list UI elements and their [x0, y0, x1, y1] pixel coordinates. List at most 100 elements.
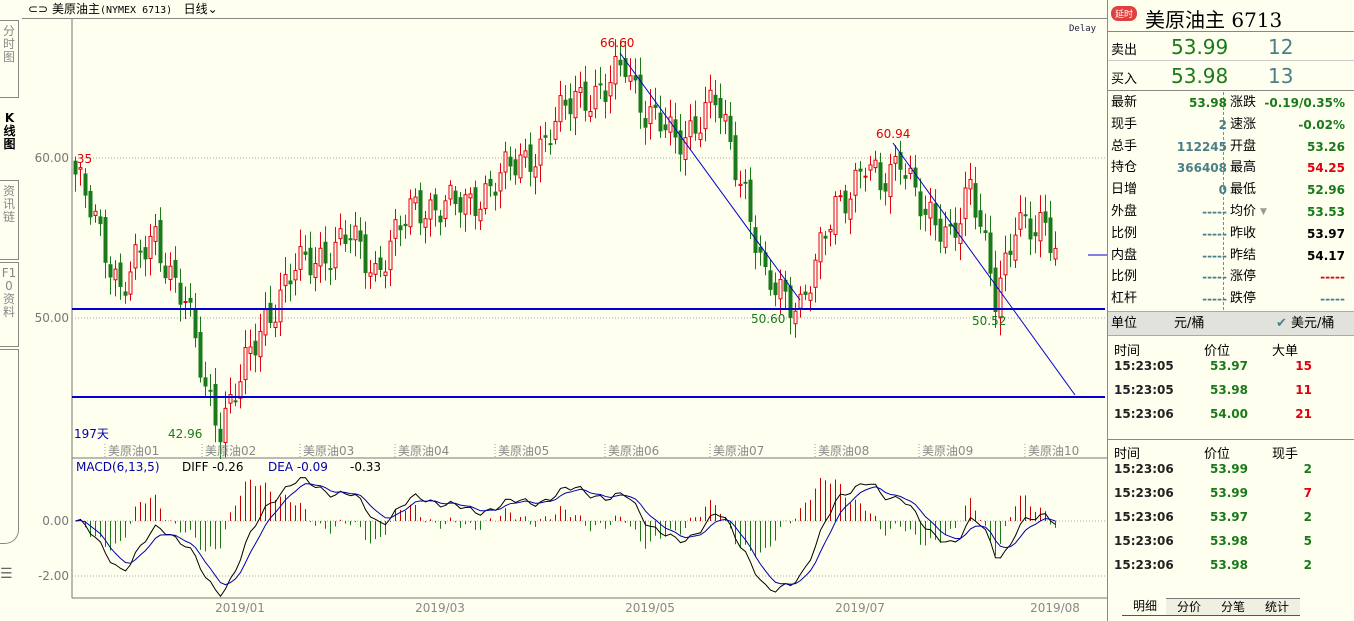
candle[interactable] — [328, 252, 333, 286]
candle[interactable] — [598, 66, 603, 99]
candle[interactable] — [353, 212, 358, 257]
candle[interactable] — [123, 281, 128, 304]
candle[interactable] — [693, 100, 698, 141]
candle[interactable] — [163, 252, 168, 284]
candle[interactable] — [973, 166, 978, 230]
candle[interactable] — [303, 235, 308, 261]
candle[interactable] — [443, 195, 448, 228]
candle[interactable] — [863, 167, 868, 192]
candle[interactable] — [193, 292, 198, 348]
candle[interactable] — [848, 192, 853, 235]
candle[interactable] — [338, 213, 343, 246]
candle[interactable] — [933, 189, 938, 241]
candle[interactable] — [343, 220, 348, 252]
candle[interactable] — [233, 383, 238, 407]
candle[interactable] — [188, 283, 193, 317]
candle[interactable] — [168, 252, 173, 291]
candle[interactable] — [418, 182, 423, 236]
candle[interactable] — [748, 167, 753, 239]
candle[interactable] — [678, 113, 683, 172]
candle[interactable] — [988, 215, 993, 287]
candle[interactable] — [138, 239, 143, 268]
candle[interactable] — [73, 156, 78, 192]
candle[interactable] — [1008, 233, 1013, 268]
candle[interactable] — [523, 138, 528, 168]
candle[interactable] — [533, 153, 538, 195]
candle[interactable] — [1053, 231, 1058, 266]
candle[interactable] — [873, 150, 878, 173]
candle[interactable] — [838, 189, 843, 202]
candle[interactable] — [518, 143, 523, 184]
candle[interactable] — [923, 195, 928, 232]
candle[interactable] — [708, 74, 713, 119]
candle[interactable] — [963, 171, 968, 237]
candle[interactable] — [263, 292, 268, 346]
bottom-tab[interactable]: 统计 — [1254, 598, 1300, 616]
candle[interactable] — [333, 226, 338, 280]
candle[interactable] — [768, 259, 773, 296]
candle[interactable] — [93, 204, 98, 223]
candle[interactable] — [1018, 195, 1023, 237]
candle[interactable] — [493, 182, 498, 211]
candle[interactable] — [468, 187, 473, 215]
kline-chart[interactable]: 60.00 50.00 0.00 -2.00 .35 Delay 66.60 6… — [0, 0, 1107, 621]
candle[interactable] — [143, 235, 148, 277]
candle[interactable] — [1033, 215, 1038, 254]
candle[interactable] — [473, 180, 478, 230]
bottom-tab[interactable]: 明细 — [1122, 598, 1168, 616]
candle[interactable] — [938, 204, 943, 254]
candle[interactable] — [563, 85, 568, 120]
candle[interactable] — [603, 73, 608, 119]
bottom-tab[interactable]: 分笔 — [1210, 598, 1256, 616]
candle[interactable] — [1048, 200, 1053, 261]
candle[interactable] — [723, 99, 728, 135]
bottom-tab[interactable]: 分价 — [1166, 598, 1212, 616]
candle[interactable] — [128, 261, 133, 301]
candle[interactable] — [503, 141, 508, 190]
candle[interactable] — [648, 89, 653, 140]
unit-option-usd[interactable]: ✔ 美元/桶 — [1276, 316, 1335, 331]
candle[interactable] — [373, 251, 378, 282]
candle[interactable] — [318, 232, 323, 283]
candle[interactable] — [453, 186, 458, 216]
candle[interactable] — [1038, 195, 1043, 258]
candle[interactable] — [183, 286, 188, 320]
candle[interactable] — [958, 207, 963, 261]
candle[interactable] — [613, 39, 618, 100]
candle[interactable] — [438, 210, 443, 236]
candle[interactable] — [783, 270, 788, 309]
candle[interactable] — [238, 364, 243, 409]
candle[interactable] — [243, 330, 248, 395]
candle[interactable] — [78, 162, 83, 186]
candle[interactable] — [478, 201, 483, 231]
candle[interactable] — [293, 253, 298, 296]
candle[interactable] — [133, 233, 138, 280]
candle[interactable] — [258, 313, 263, 372]
candle[interactable] — [538, 125, 543, 183]
caret-down-icon[interactable]: ▼ — [1260, 207, 1267, 217]
candle[interactable] — [213, 367, 218, 443]
candle[interactable] — [458, 192, 463, 228]
candle[interactable] — [763, 241, 768, 276]
candle[interactable] — [918, 178, 923, 230]
candle[interactable] — [803, 284, 808, 301]
candle[interactable] — [113, 260, 118, 297]
candle[interactable] — [623, 41, 628, 83]
candle[interactable] — [833, 191, 838, 245]
candle[interactable] — [363, 221, 368, 289]
link-icon[interactable]: ⊂⊃ — [28, 2, 49, 16]
candle[interactable] — [508, 146, 513, 181]
trend-line[interactable] — [892, 142, 1076, 396]
candle[interactable] — [513, 148, 518, 185]
candle[interactable] — [313, 247, 318, 292]
candle[interactable] — [943, 211, 948, 254]
candle[interactable] — [483, 175, 488, 215]
candle[interactable] — [638, 57, 643, 129]
candle[interactable] — [498, 163, 503, 209]
candle[interactable] — [208, 373, 213, 406]
candle[interactable] — [558, 80, 563, 132]
candle[interactable] — [543, 122, 548, 153]
candle[interactable] — [148, 224, 153, 276]
candle[interactable] — [828, 224, 833, 247]
candle[interactable] — [608, 65, 613, 114]
